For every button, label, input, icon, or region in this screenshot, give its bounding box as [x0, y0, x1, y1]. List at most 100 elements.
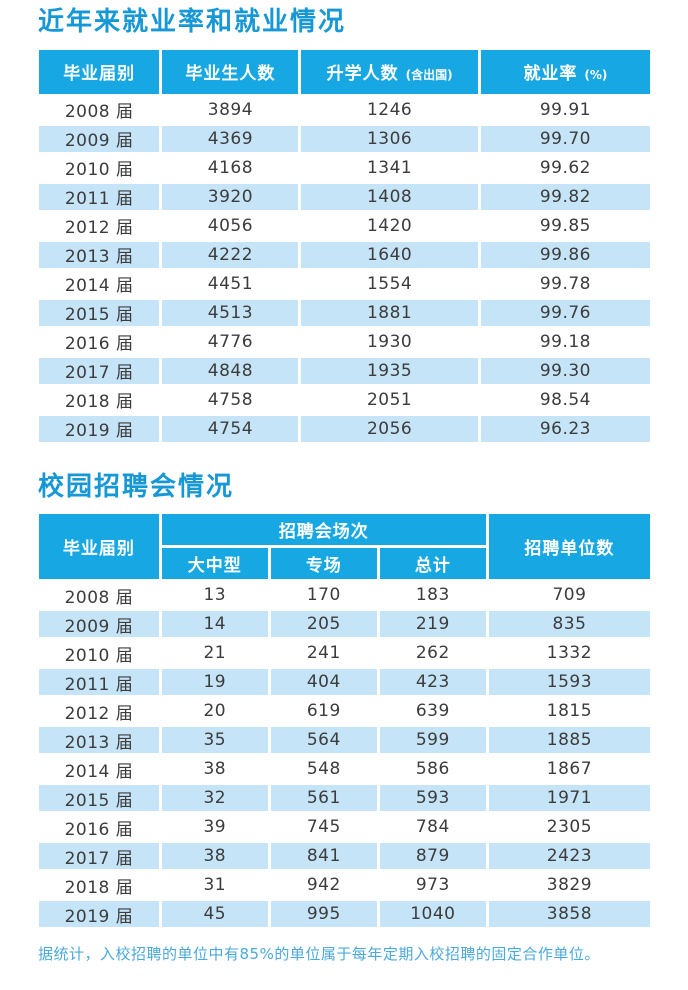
cell-value: 99.76: [480, 299, 650, 326]
cell-class-year: 2013 届: [39, 241, 160, 268]
cell-value: 1306: [301, 125, 478, 152]
table-row: 2010 届 21 241 262 1332: [39, 640, 650, 666]
cell-value: 404: [270, 669, 377, 695]
cell-value: 32: [161, 785, 268, 811]
cell-value: 1935: [301, 357, 478, 384]
column-header-employment-rate: 就业率 (%): [480, 49, 650, 94]
cell-value: 219: [379, 611, 486, 637]
table-row: 2018 届 4758 2051 98.54: [39, 386, 650, 413]
table-row: 2017 届 38 841 879 2423: [39, 843, 650, 869]
cell-value: 13: [161, 582, 268, 608]
cell-class-year: 2013 届: [39, 727, 159, 753]
cell-value: 99.30: [480, 357, 650, 384]
table-row: 2016 届 4776 1930 99.18: [39, 328, 650, 355]
column-header-large-medium: 大中型: [161, 548, 268, 579]
cell-class-year: 2019 届: [39, 901, 159, 927]
cell-value: 1971: [488, 785, 650, 811]
cell-value: 942: [270, 872, 377, 898]
cell-value: 1040: [379, 901, 486, 927]
cell-value: 4056: [162, 212, 299, 239]
cell-value: 99.85: [480, 212, 650, 239]
cell-class-year: 2010 届: [39, 640, 159, 666]
cell-value: 14: [161, 611, 268, 637]
cell-class-year: 2017 届: [39, 357, 160, 384]
cell-value: 45: [161, 901, 268, 927]
cell-value: 19: [161, 669, 268, 695]
table-row: 2012 届 20 619 639 1815: [39, 698, 650, 724]
cell-value: 4369: [162, 125, 299, 152]
cell-value: 1930: [301, 328, 478, 355]
cell-class-year: 2012 届: [39, 698, 159, 724]
cell-value: 38: [161, 756, 268, 782]
cell-value: 548: [270, 756, 377, 782]
cell-value: 3858: [488, 901, 650, 927]
cell-class-year: 2010 届: [39, 154, 160, 181]
cell-value: 599: [379, 727, 486, 753]
column-header-employment-rate-note: (%): [584, 68, 608, 82]
column-header-further-study-note: (含出国): [405, 68, 453, 82]
column-header-employment-rate-label: 就业率: [523, 64, 578, 84]
header-row-group: 毕业届别 招聘会场次 招聘单位数: [39, 514, 650, 579]
employment-table: 毕业届别 毕业生人数 升学人数 (含出国) 就业率 (%) 2008 届 3894…: [36, 47, 653, 445]
cell-class-year: 2011 届: [39, 183, 160, 210]
cell-value: 31: [161, 872, 268, 898]
cell-value: 1815: [488, 698, 650, 724]
cell-value: 98.54: [480, 386, 650, 413]
cell-value: 183: [379, 582, 486, 608]
table-row: 2014 届 38 548 586 1867: [39, 756, 650, 782]
column-header-class-year: 毕业届别: [39, 514, 159, 579]
table-row: 2011 届 19 404 423 1593: [39, 669, 650, 695]
header-row: 毕业届别 毕业生人数 升学人数 (含出国) 就业率 (%): [39, 49, 650, 94]
cell-class-year: 2009 届: [39, 611, 159, 637]
table-row: 2015 届 4513 1881 99.76: [39, 299, 650, 326]
table-row: 2018 届 31 942 973 3829: [39, 872, 650, 898]
cell-class-year: 2014 届: [39, 270, 160, 297]
cell-value: 995: [270, 901, 377, 927]
cell-value: 593: [379, 785, 486, 811]
table-row: 2019 届 4754 2056 96.23: [39, 415, 650, 442]
recruitment-section-title: 校园招聘会情况: [38, 471, 235, 502]
column-header-special: 专场: [270, 548, 377, 579]
table-row: 2013 届 35 564 599 1885: [39, 727, 650, 753]
cell-class-year: 2015 届: [39, 785, 159, 811]
column-header-further-study: 升学人数 (含出国): [301, 49, 478, 94]
cell-value: 3894: [162, 96, 299, 123]
column-header-graduates: 毕业生人数: [162, 49, 299, 94]
cell-class-year: 2009 届: [39, 125, 160, 152]
cell-value: 784: [379, 814, 486, 840]
cell-value: 4451: [162, 270, 299, 297]
cell-value: 39: [161, 814, 268, 840]
cell-value: 841: [270, 843, 377, 869]
cell-value: 2305: [488, 814, 650, 840]
cell-value: 973: [379, 872, 486, 898]
cell-class-year: 2017 届: [39, 843, 159, 869]
cell-value: 709: [488, 582, 650, 608]
cell-class-year: 2015 届: [39, 299, 160, 326]
table-row: 2008 届 13 170 183 709: [39, 582, 650, 608]
cell-value: 2056: [301, 415, 478, 442]
cell-class-year: 2016 届: [39, 814, 159, 840]
cell-value: 1332: [488, 640, 650, 666]
cell-value: 99.70: [480, 125, 650, 152]
cell-value: 21: [161, 640, 268, 666]
cell-value: 205: [270, 611, 377, 637]
cell-value: 96.23: [480, 415, 650, 442]
cell-value: 3920: [162, 183, 299, 210]
cell-value: 241: [270, 640, 377, 666]
cell-value: 561: [270, 785, 377, 811]
column-header-recruiting-units: 招聘单位数: [488, 514, 650, 579]
cell-value: 2051: [301, 386, 478, 413]
column-header-further-study-label: 升学人数: [326, 64, 399, 84]
cell-value: 879: [379, 843, 486, 869]
cell-value: 564: [270, 727, 377, 753]
cell-value: 1554: [301, 270, 478, 297]
cell-value: 423: [379, 669, 486, 695]
cell-value: 99.62: [480, 154, 650, 181]
cell-value: 20: [161, 698, 268, 724]
recruitment-table: 毕业届别 招聘会场次 招聘单位数 大中型 专场 总计 2008 届 13 170 18…: [36, 511, 653, 930]
cell-value: 4513: [162, 299, 299, 326]
cell-value: 1640: [301, 241, 478, 268]
table-row: 2008 届 3894 1246 99.91: [39, 96, 650, 123]
employment-section-title: 近年来就业率和就业情况: [38, 7, 347, 37]
header-row-sub: 大中型 专场 总计: [39, 548, 650, 579]
